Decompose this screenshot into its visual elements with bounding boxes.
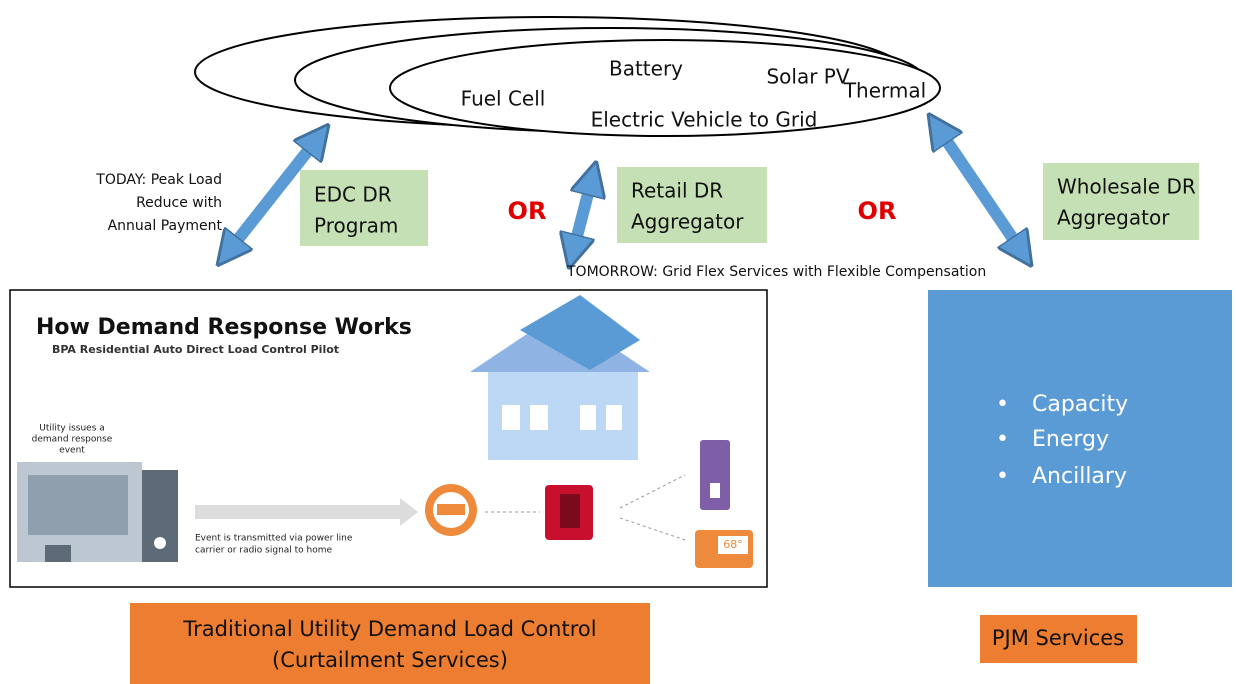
- thermostat-reading: 68°: [723, 538, 743, 551]
- bullet: •: [996, 427, 1009, 452]
- today-text: TODAY: Peak Load: [95, 172, 222, 188]
- today-text: Reduce with: [136, 195, 222, 211]
- wholesale-box: [1043, 163, 1199, 240]
- arrow: [228, 138, 318, 252]
- info-subtitle: BPA Residential Auto Direct Load Control…: [52, 343, 339, 356]
- traditional-box: [130, 603, 650, 684]
- retail-text: Retail DR: [631, 179, 723, 203]
- traditional-text: Traditional Utility Demand Load Control: [182, 617, 596, 641]
- wholesale-text: Wholesale DR: [1057, 175, 1196, 199]
- or-label: OR: [858, 197, 897, 225]
- arrow: [573, 178, 592, 252]
- house: [470, 295, 650, 460]
- service: Capacity: [1032, 392, 1128, 417]
- pjm-label-box: [980, 615, 1137, 663]
- resource-label: Electric Vehicle to Grid: [591, 108, 818, 132]
- wholesale-text: Aggregator: [1057, 206, 1170, 230]
- resource-label: Thermal: [843, 79, 926, 103]
- signal-arrow: [195, 498, 418, 526]
- water-heater: [700, 440, 730, 510]
- edc-text: Program: [314, 214, 398, 238]
- pjm-label: PJM Services: [992, 626, 1124, 650]
- info-text: demand response: [32, 435, 113, 445]
- service: Ancillary: [1032, 464, 1127, 489]
- edc-box: [300, 170, 428, 246]
- today-text: Annual Payment: [108, 218, 223, 234]
- resource-label: Battery: [609, 57, 683, 81]
- pjm-box: [928, 290, 1232, 587]
- building: [17, 462, 178, 562]
- info-text: event: [59, 446, 85, 456]
- bullet: •: [996, 464, 1009, 489]
- bullet: •: [996, 392, 1009, 417]
- info-text: Event is transmitted via power line: [195, 534, 353, 544]
- ellipse: [389, 39, 941, 137]
- info-text: Utility issues a: [39, 424, 105, 434]
- info-text: carrier or radio signal to home: [195, 546, 333, 556]
- retail-text: Aggregator: [631, 210, 744, 234]
- resource-label: Fuel Cell: [461, 87, 546, 111]
- resource-label: Solar PV: [766, 65, 849, 89]
- traditional-text: (Curtailment Services): [272, 648, 508, 672]
- info-title: How Demand Response Works: [36, 315, 412, 340]
- connector: [619, 474, 686, 509]
- or-label: OR: [508, 197, 547, 225]
- edc-text: EDC DR: [314, 183, 392, 207]
- arrow: [938, 128, 1022, 252]
- retail-box: [617, 167, 767, 243]
- service: Energy: [1032, 427, 1109, 452]
- tomorrow-text: TOMORROW: Grid Flex Services with Flexib…: [566, 264, 986, 280]
